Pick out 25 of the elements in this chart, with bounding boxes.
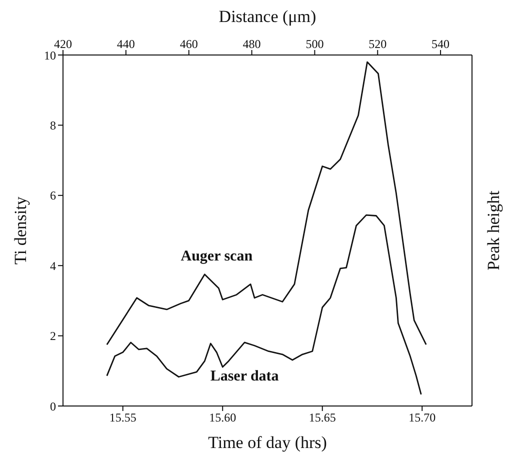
x2-tick-label: 540 — [432, 37, 450, 51]
series-label: Laser data — [210, 368, 280, 384]
line-series — [106, 61, 427, 346]
x-axis-title: Time of day (hrs) — [208, 433, 327, 452]
line-series — [106, 214, 422, 396]
y-tick-label: 6 — [50, 188, 56, 203]
y-tick-label: 8 — [50, 118, 56, 132]
x2-tick-label: 440 — [116, 37, 135, 51]
y2-axis-title: Peak height — [484, 190, 504, 270]
y-tick-label: 4 — [50, 258, 56, 273]
x-tick-label: 15.70 — [408, 410, 436, 425]
y-tick-label: 2 — [50, 329, 56, 344]
x-tick-label: 15.55 — [109, 410, 136, 425]
x-tick-label: 15.65 — [308, 410, 336, 425]
y-axis-title: Ti density — [11, 196, 30, 264]
x2-tick-label: 500 — [306, 37, 324, 51]
series-label: Auger scan — [180, 248, 254, 264]
x2-tick-label: 480 — [242, 37, 261, 51]
y-tick-label: 0 — [50, 399, 56, 414]
x2-axis-title: Distance (μm) — [218, 7, 316, 26]
x2-tick-label: 520 — [368, 37, 387, 51]
x2-tick-label: 460 — [180, 37, 198, 51]
y-tick-label: 10 — [44, 48, 56, 62]
x-tick-label: 15.60 — [209, 410, 236, 425]
x2-tick-label: 420 — [54, 37, 72, 51]
